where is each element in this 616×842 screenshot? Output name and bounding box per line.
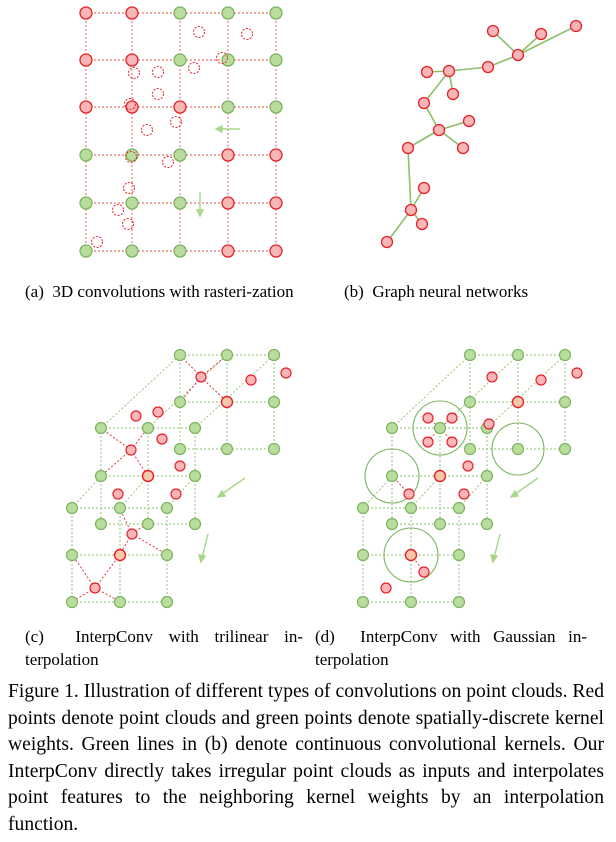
caption-d-label: (d) xyxy=(315,627,335,646)
direction-arrows-c xyxy=(198,477,246,564)
figure-caption: Figure 1. Illustration of different type… xyxy=(8,681,604,835)
panel-c-trilinear-diagram xyxy=(65,348,292,609)
caption-c: (c) InterpConv with trilinear in-terpola… xyxy=(25,625,303,671)
panel-b-graph-diagram xyxy=(380,19,583,249)
kernel-weights-d xyxy=(356,348,572,609)
kernel-weights-c xyxy=(65,348,281,609)
caption-c-label: (c) xyxy=(25,627,44,646)
points-c xyxy=(89,367,292,594)
direction-arrows-d xyxy=(490,477,539,564)
caption-a: (a) 3D convolutions with rasteri-zation xyxy=(25,280,303,303)
caption-a-text: 3D convolutions with rasteri-zation xyxy=(52,282,294,301)
points-d xyxy=(380,367,583,594)
caption-d: (d) InterpConv with Gaussian in-terpolat… xyxy=(315,625,587,671)
caption-a-label: (a) xyxy=(25,282,44,301)
raster-voxel-points xyxy=(79,6,283,258)
gaussian-radii-d xyxy=(364,400,545,583)
graph-nodes xyxy=(380,19,583,249)
caption-b-label: (b) xyxy=(344,282,364,301)
raw-points-dashed xyxy=(91,26,253,248)
caption-b-text: Graph neural networks xyxy=(372,282,529,301)
caption-c-text: InterpConv with trilinear in-terpolation xyxy=(25,627,304,669)
caption-d-text: InterpConv with Gaussian in-terpolation xyxy=(315,627,588,669)
panel-d-gaussian-diagram xyxy=(356,348,583,609)
caption-b: (b) Graph neural networks xyxy=(344,280,604,303)
highlight-weights-c xyxy=(113,395,234,562)
highlight-weights-d xyxy=(404,395,525,562)
panel-a-rasterization-diagram xyxy=(79,6,283,258)
raster-arrows xyxy=(195,124,240,218)
